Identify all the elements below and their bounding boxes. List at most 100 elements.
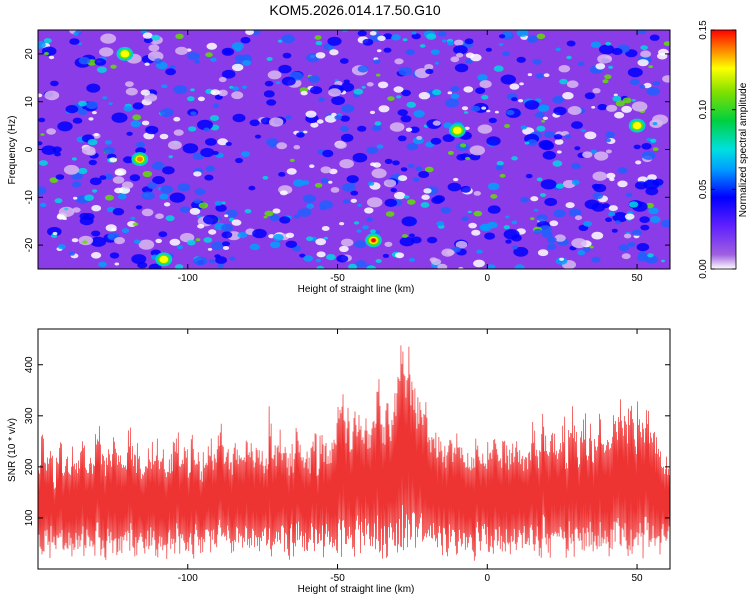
heatmap-cell xyxy=(187,96,195,102)
heatmap-cell xyxy=(47,226,62,237)
heatmap-cell xyxy=(553,106,567,116)
heatmap-cell xyxy=(300,90,308,96)
heatmap-cell xyxy=(215,204,227,212)
heatmap-cell xyxy=(595,63,606,70)
heatmap-cell xyxy=(193,256,208,266)
heatmap-cell xyxy=(540,193,547,197)
heatmap-cell xyxy=(509,83,520,90)
heatmap-cell xyxy=(406,101,417,108)
heatmap-cell xyxy=(488,117,497,124)
heatmap-cell xyxy=(49,177,59,184)
heatmap-cell xyxy=(38,160,48,166)
heatmap-cell xyxy=(524,141,530,145)
heatmap-cell xyxy=(506,109,515,116)
heatmap-y-axis-label: Frequency (Hz) xyxy=(7,116,18,185)
heatmap-cell xyxy=(384,198,398,207)
heatmap-cell xyxy=(511,245,518,250)
heatmap-cell xyxy=(198,202,209,209)
heatmap-cell xyxy=(591,106,596,109)
heatmap-cell xyxy=(605,131,615,138)
heatmap-cell xyxy=(584,199,600,210)
heatmap-cell xyxy=(232,113,246,123)
heatmap-cell xyxy=(592,88,601,94)
heatmap-cell xyxy=(469,145,485,156)
heatmap-cell xyxy=(342,199,351,204)
heatmap-cell xyxy=(473,210,483,217)
heatmap-cell xyxy=(641,143,652,150)
heatmap-cell xyxy=(232,63,244,72)
heatmap-cell xyxy=(38,40,46,49)
heatmap-cell xyxy=(611,228,618,233)
heatmap-cell xyxy=(297,208,312,217)
heatmap-cell xyxy=(637,59,649,67)
heatmap-cell xyxy=(306,203,315,209)
colorbar-gradient xyxy=(710,29,737,270)
heatmap-cell xyxy=(536,214,548,222)
heatmap-cell xyxy=(252,228,267,239)
heatmap-cell xyxy=(367,181,375,186)
heatmap-cell xyxy=(321,226,330,231)
heatmap-cell xyxy=(429,257,438,263)
heatmap-cell xyxy=(39,202,47,208)
heatmap-cell xyxy=(121,228,130,234)
heatmap-cell xyxy=(465,58,473,64)
heatmap-cell xyxy=(281,34,295,44)
heatmap-cell xyxy=(196,215,202,219)
heatmap-peak xyxy=(136,156,143,162)
heatmap-cell xyxy=(663,41,670,46)
heatmap-cell xyxy=(485,47,492,52)
heatmap-cell xyxy=(520,125,528,130)
heatmap-cell xyxy=(511,220,518,225)
heatmap-cell xyxy=(526,139,538,147)
heatmap-cell xyxy=(652,147,659,152)
heatmap-cell xyxy=(341,238,354,247)
heatmap-cell xyxy=(445,98,460,108)
heatmap-cell xyxy=(535,73,544,79)
heatmap-cell xyxy=(481,106,487,110)
heatmap-cell xyxy=(552,160,563,167)
heatmap-cell xyxy=(357,30,367,37)
heatmap-cell xyxy=(310,86,323,95)
heatmap-cell xyxy=(366,82,374,87)
heatmap-cell xyxy=(623,233,632,239)
heatmap-cell xyxy=(121,181,134,189)
heatmap-cell xyxy=(555,183,565,189)
heatmap-cell xyxy=(334,115,342,121)
heatmap-cell xyxy=(176,245,183,250)
heatmap-cell xyxy=(437,263,448,269)
heatmap-cell xyxy=(94,58,107,66)
heatmap-cell xyxy=(477,124,493,134)
heatmap-cell xyxy=(330,187,340,193)
x-tick-label: -50 xyxy=(330,273,345,284)
heatmap-cell xyxy=(48,55,55,60)
heatmap-cell xyxy=(621,253,631,260)
heatmap-cell xyxy=(189,207,201,215)
heatmap-cell xyxy=(281,76,296,86)
heatmap-cell xyxy=(513,246,529,257)
heatmap-cell xyxy=(638,251,648,258)
heatmap-cell xyxy=(357,203,362,207)
heatmap-cell xyxy=(135,205,143,210)
heatmap-cell xyxy=(648,65,653,69)
heatmap-cell xyxy=(605,149,612,154)
heatmap-cell xyxy=(71,238,79,243)
heatmap-cell xyxy=(163,202,171,207)
heatmap-cell xyxy=(571,238,587,249)
heatmap-cell xyxy=(175,33,184,39)
heatmap-cell xyxy=(43,38,52,44)
x-tick-label: -100 xyxy=(178,573,198,584)
heatmap-cell xyxy=(463,86,474,93)
heatmap-cell xyxy=(511,156,518,161)
heatmap-cell xyxy=(73,32,79,36)
heatmap-cell xyxy=(73,196,78,200)
heatmap-cell xyxy=(361,86,366,89)
heatmap-cell xyxy=(90,236,107,247)
heatmap-cell xyxy=(162,166,175,175)
heatmap-cell xyxy=(117,193,127,200)
heatmap-cell xyxy=(78,57,91,65)
heatmap-cell xyxy=(190,111,197,116)
heatmap-cell xyxy=(401,216,417,227)
heatmap-cell xyxy=(394,58,404,65)
heatmap-cell xyxy=(173,85,188,95)
snr-x-ticks: -100 -50 0 50 xyxy=(178,329,643,584)
